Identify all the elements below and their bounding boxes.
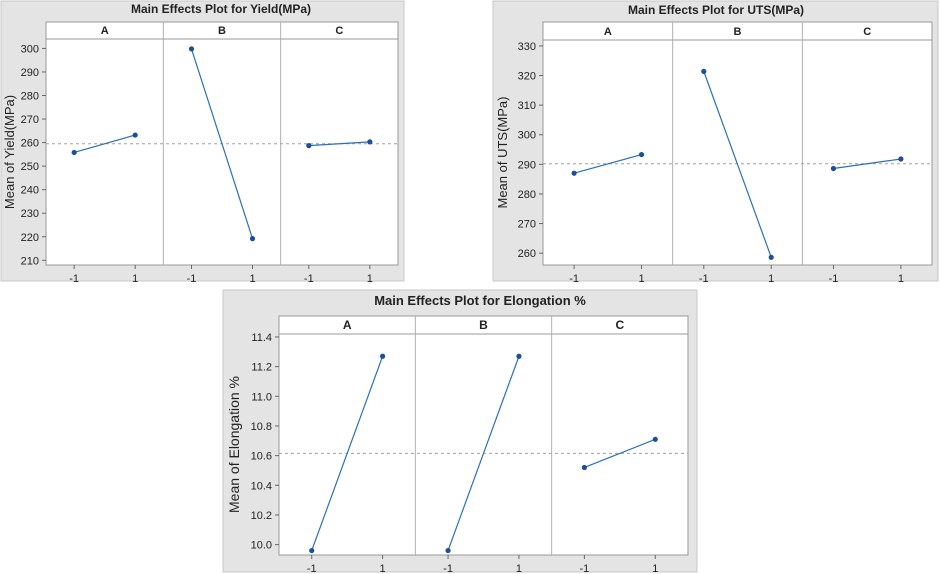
data-point-B: [445, 547, 451, 554]
x-tick-label: 1: [898, 273, 904, 285]
data-point-B: [768, 254, 774, 260]
y-tick-label: 280: [518, 189, 536, 201]
data-point-B: [701, 68, 707, 74]
data-point-A: [638, 151, 645, 158]
x-tick-label: 1: [652, 563, 658, 574]
series-line-A: [573, 153, 642, 174]
x-tick-label: 1: [516, 563, 522, 574]
y-tick-label: 11.2: [251, 362, 272, 374]
x-tick-label: 1: [132, 273, 138, 285]
y-tick-label: 10.2: [251, 510, 272, 522]
panel-title-A: A: [101, 25, 109, 37]
series-line-C: [833, 158, 901, 170]
y-tick-label: 250: [21, 161, 39, 173]
chart-2: Main Effects Plot for Elongation % A -1 1 B -…: [222, 289, 698, 574]
plot-area: [542, 21, 933, 266]
series-line-A: [73, 134, 136, 154]
x-tick-label: -1: [304, 273, 314, 285]
chart-title: Main Effects Plot for UTS(MPa): [628, 3, 804, 17]
y-tick-label: 10.8: [251, 421, 272, 433]
y-tick-label: 270: [21, 114, 39, 126]
data-point-A: [309, 547, 315, 554]
x-tick-label: -1: [699, 273, 709, 285]
y-tick-label: 210: [21, 255, 39, 267]
data-point-A: [132, 132, 138, 138]
chart-0: Main Effects Plot for Yield(MPa) A -1 1 B -1 1…: [0, 0, 405, 285]
data-point-C: [306, 143, 312, 149]
series-line-A: [311, 356, 384, 551]
y-tick-label: 260: [518, 248, 536, 260]
plot-area: [278, 315, 689, 556]
panel-title-A: A: [604, 26, 612, 38]
x-tick-label: -1: [443, 563, 453, 574]
y-tick-label: 330: [518, 41, 536, 53]
y-axis-label: Mean of Elongation %: [226, 376, 242, 513]
data-point-C: [581, 464, 587, 471]
y-tick-label: 240: [21, 185, 39, 197]
y-tick-label: 10.6: [251, 451, 272, 463]
y-tick-label: 310: [518, 100, 536, 112]
x-tick-label: -1: [69, 273, 79, 285]
data-point-C: [830, 165, 837, 172]
panel-title-B: B: [479, 318, 488, 332]
y-tick-label: 11.4: [251, 332, 272, 344]
y-tick-label: 10.4: [251, 480, 272, 492]
data-point-A: [571, 170, 577, 176]
series-line-B: [447, 356, 520, 551]
panel-title-B: B: [734, 26, 742, 38]
y-tick-label: 260: [21, 138, 39, 150]
data-point-B: [188, 46, 195, 52]
x-tick-label: 1: [249, 273, 255, 285]
y-tick-label: 300: [518, 130, 536, 142]
chart-title: Main Effects Plot for Yield(MPa): [131, 2, 311, 16]
data-point-A: [71, 149, 77, 156]
y-tick-label: 10.0: [251, 540, 272, 552]
data-point-C: [367, 139, 373, 145]
y-tick-label: 11.0: [251, 391, 272, 403]
data-point-B: [516, 353, 522, 359]
data-point-A: [380, 353, 386, 359]
y-tick-label: 270: [518, 219, 536, 231]
x-tick-label: 1: [638, 273, 644, 285]
y-axis-label: Mean of UTS(MPa): [495, 97, 510, 209]
y-tick-label: 290: [518, 159, 536, 171]
data-point-C: [898, 156, 904, 162]
y-axis-label: Mean of Yield(MPa): [2, 95, 17, 209]
y-tick-label: 220: [21, 232, 39, 244]
panel-title-A: A: [343, 318, 352, 332]
y-tick-label: 230: [21, 208, 39, 220]
x-tick-label: 1: [367, 273, 373, 285]
x-tick-label: -1: [569, 273, 579, 285]
chart-title: Main Effects Plot for Elongation %: [374, 293, 586, 308]
panel-title-B: B: [218, 25, 226, 37]
series-line-C: [308, 141, 370, 147]
data-point-C: [652, 436, 658, 442]
panel-title-C: C: [863, 26, 871, 38]
x-tick-label: -1: [187, 273, 197, 285]
series-line-C: [584, 438, 656, 469]
y-tick-label: 280: [21, 91, 39, 103]
panel-title-C: C: [335, 25, 343, 37]
chart-1: Main Effects Plot for UTS(MPa) A -1 1 B -1 1 C -…: [492, 0, 939, 285]
x-tick-label: 1: [768, 273, 774, 285]
data-point-B: [249, 236, 256, 242]
series-line-B: [190, 48, 254, 239]
panel-title-C: C: [615, 318, 624, 332]
y-tick-label: 300: [21, 43, 39, 55]
x-tick-label: 1: [380, 563, 386, 574]
series-line-B: [703, 71, 772, 258]
x-tick-label: -1: [307, 563, 317, 574]
y-tick-label: 290: [21, 67, 39, 79]
x-tick-label: -1: [579, 563, 589, 574]
y-tick-label: 320: [518, 71, 536, 83]
x-tick-label: -1: [829, 273, 839, 285]
